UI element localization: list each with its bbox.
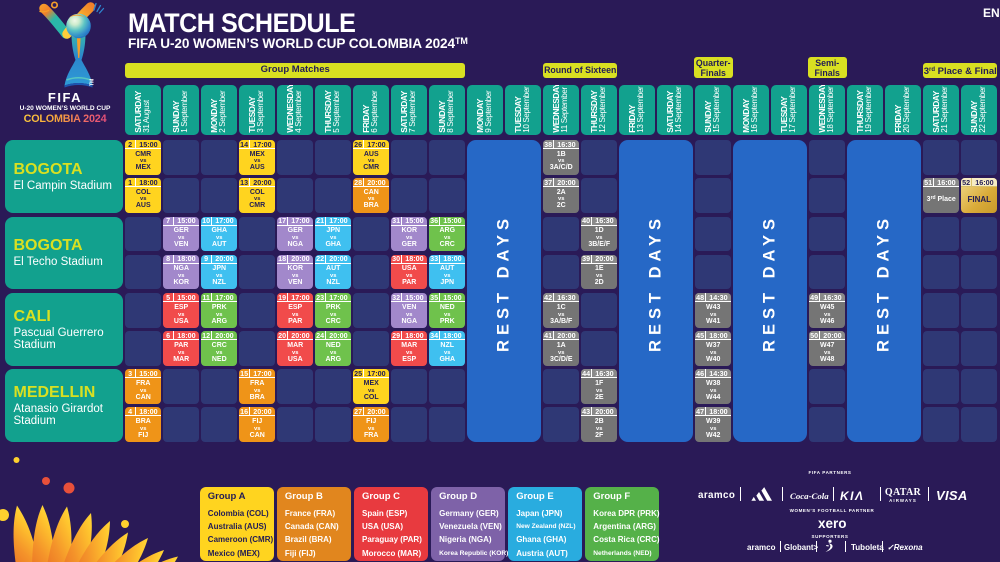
svg-text:TM: TM xyxy=(90,79,96,86)
